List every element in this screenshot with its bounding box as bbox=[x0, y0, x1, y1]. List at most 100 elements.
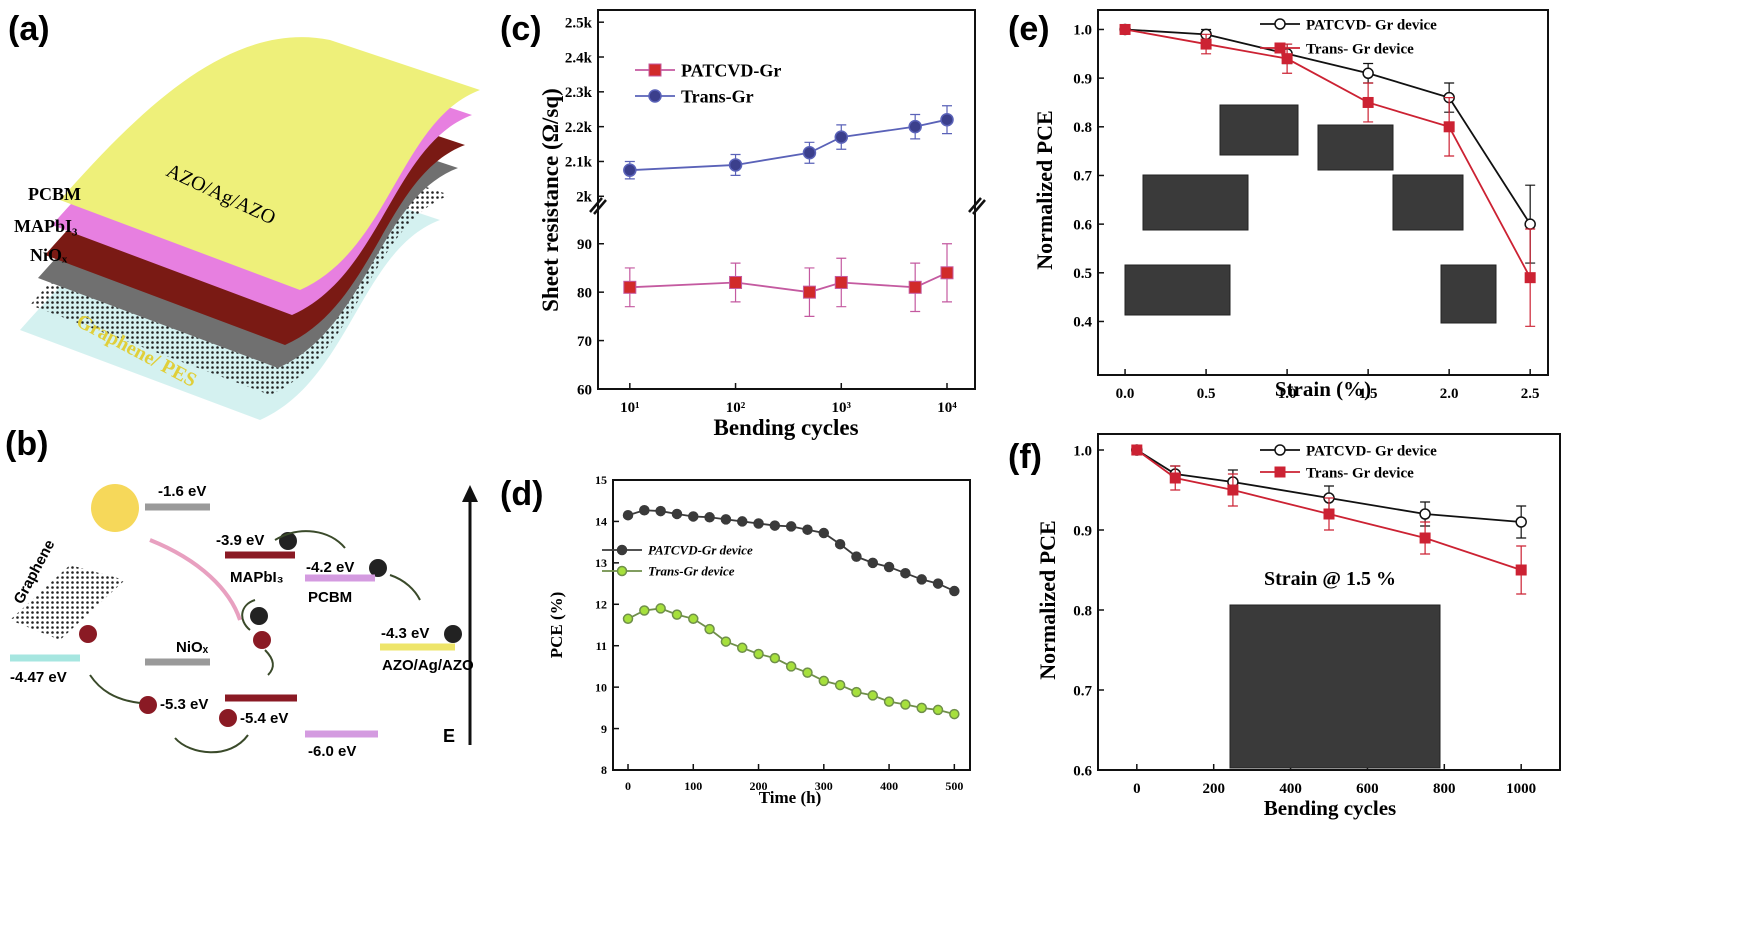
transfer-arrows bbox=[89, 530, 421, 754]
energy-label: -4.2 eV bbox=[306, 559, 354, 576]
data-point bbox=[1515, 564, 1527, 576]
energy-label: -4.47 eV bbox=[10, 669, 67, 686]
y-tick-label: 13 bbox=[595, 556, 607, 570]
y-tick-label: 10 bbox=[595, 680, 607, 694]
data-point bbox=[753, 648, 764, 660]
y-tick-label: 90 bbox=[577, 237, 592, 253]
legend-label: PATCVD- Gr device bbox=[1306, 443, 1437, 459]
data-point bbox=[1524, 218, 1536, 230]
panel-label: (e) bbox=[1008, 10, 1050, 48]
data-point bbox=[1443, 121, 1455, 133]
plot-frame bbox=[597, 9, 976, 390]
data-point bbox=[883, 561, 895, 573]
y-tick-label: 15 bbox=[595, 473, 607, 487]
energy-label: -5.3 eV bbox=[160, 696, 208, 713]
panel-label: (d) bbox=[500, 475, 543, 513]
axis-label: E bbox=[443, 726, 455, 746]
data-point bbox=[818, 675, 830, 687]
data-point bbox=[1362, 96, 1374, 108]
material-label: AZO/Ag/AZO bbox=[382, 657, 474, 674]
data-point bbox=[728, 158, 743, 172]
panel-label: (c) bbox=[500, 10, 542, 48]
x-tick-label: 400 bbox=[1279, 781, 1302, 797]
data-point bbox=[1119, 23, 1131, 35]
y-tick-label: 2.2k bbox=[565, 120, 593, 136]
energy-bars bbox=[10, 503, 455, 738]
legend-marker bbox=[1274, 466, 1286, 478]
x-tick-label: 100 bbox=[684, 779, 702, 793]
data-point bbox=[720, 636, 732, 647]
data-point bbox=[671, 609, 683, 620]
plot-frame bbox=[1097, 9, 1549, 376]
material-label: PCBM bbox=[308, 589, 352, 606]
x-tick-label: 0.0 bbox=[1116, 386, 1135, 402]
inset-photos bbox=[1124, 104, 1497, 769]
y-tick-label: 60 bbox=[577, 382, 592, 398]
axis-break bbox=[589, 197, 986, 215]
legend-label: Trans- Gr device bbox=[1306, 41, 1414, 57]
data-point bbox=[639, 605, 650, 616]
y-tick-label: 0.8 bbox=[1073, 603, 1092, 619]
graphene-sheet bbox=[10, 565, 125, 640]
y-tick-label: 2.4k bbox=[565, 50, 593, 66]
data-point bbox=[729, 275, 743, 289]
legend-marker bbox=[1274, 42, 1286, 54]
x-axis-label: Bending cycles bbox=[713, 415, 858, 440]
panel-label: (b) bbox=[5, 425, 48, 463]
y-tick-label: 0.6 bbox=[1073, 763, 1092, 779]
hole bbox=[219, 709, 237, 727]
x-tick-label: 2.5 bbox=[1521, 386, 1540, 402]
x-tick-label: 0 bbox=[625, 779, 631, 793]
legend-marker bbox=[616, 565, 628, 577]
y-axis-label: PCE (%) bbox=[547, 592, 566, 659]
x-tick-label: 10³ bbox=[832, 400, 852, 416]
plot-frame bbox=[1097, 433, 1561, 771]
legend-label: Trans- Gr device bbox=[1306, 465, 1414, 481]
data-point bbox=[818, 527, 830, 539]
x-tick-label: 500 bbox=[945, 779, 963, 793]
data-point bbox=[834, 538, 846, 550]
y-axis-label: Normalized PCE bbox=[1032, 110, 1057, 269]
data-point bbox=[802, 667, 813, 678]
data-point bbox=[785, 661, 797, 672]
data-point bbox=[932, 704, 944, 716]
legend-marker bbox=[648, 63, 662, 77]
electron bbox=[444, 625, 462, 643]
layer-stack bbox=[20, 37, 480, 420]
data-point bbox=[802, 285, 816, 299]
x-tick-label: 400 bbox=[880, 779, 898, 793]
y-tick-label: 0.7 bbox=[1073, 169, 1092, 185]
x-tick-label: 10¹ bbox=[620, 400, 640, 416]
y-tick-label: 0.6 bbox=[1073, 217, 1092, 233]
y-tick-label: 14 bbox=[595, 515, 607, 529]
data-point bbox=[834, 130, 849, 144]
data-point bbox=[688, 511, 699, 522]
series-line bbox=[629, 118, 948, 172]
data-point bbox=[623, 280, 637, 294]
y-tick-label: 0.9 bbox=[1073, 71, 1092, 87]
y-tick-label: 0.7 bbox=[1073, 683, 1092, 699]
series-line bbox=[1124, 28, 1531, 279]
data-point bbox=[940, 266, 954, 280]
data-point bbox=[834, 275, 848, 289]
data-point bbox=[769, 520, 781, 531]
sun bbox=[91, 484, 139, 532]
data-point bbox=[1169, 472, 1181, 484]
data-point bbox=[802, 146, 817, 160]
material-label: MAPbI₃ bbox=[230, 569, 284, 586]
panel-label: (f) bbox=[1008, 438, 1042, 476]
x-tick-label: 200 bbox=[750, 779, 768, 793]
y-tick-label: 2.3k bbox=[565, 85, 593, 101]
energy-label: -1.6 eV bbox=[158, 483, 206, 500]
series-line bbox=[629, 271, 948, 294]
y-tick-label: 0.4 bbox=[1073, 315, 1092, 331]
data-point bbox=[1227, 484, 1239, 496]
data-point bbox=[704, 623, 715, 635]
data-point bbox=[622, 613, 634, 625]
data-point bbox=[639, 504, 650, 516]
x-tick-label: 200 bbox=[1202, 781, 1225, 797]
y-tick-label: 9 bbox=[601, 722, 607, 736]
x-tick-label: 1.5 bbox=[1359, 386, 1378, 402]
layer-label: MAPbI₃ bbox=[14, 216, 78, 236]
